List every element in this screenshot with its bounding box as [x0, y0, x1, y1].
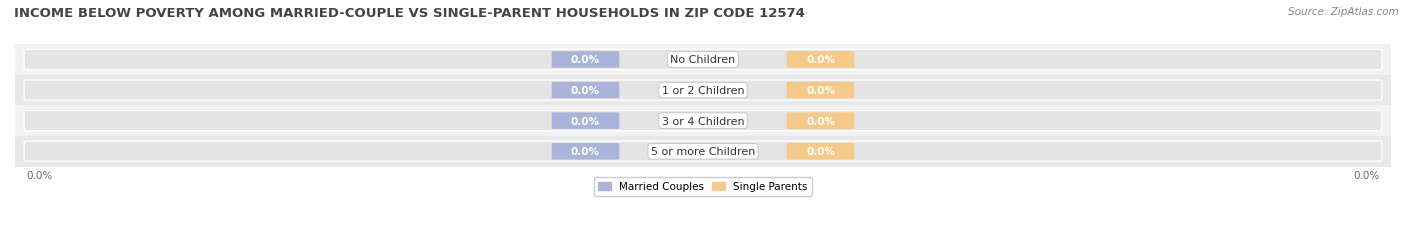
Text: No Children: No Children — [671, 55, 735, 65]
FancyBboxPatch shape — [787, 52, 855, 68]
FancyBboxPatch shape — [787, 143, 855, 160]
Text: 0.0%: 0.0% — [806, 147, 835, 157]
Text: 0.0%: 0.0% — [571, 55, 600, 65]
Text: Source: ZipAtlas.com: Source: ZipAtlas.com — [1288, 7, 1399, 17]
Text: 3 or 4 Children: 3 or 4 Children — [662, 116, 744, 126]
Text: 0.0%: 0.0% — [806, 55, 835, 65]
FancyBboxPatch shape — [551, 113, 619, 129]
Bar — [15, 136, 1391, 167]
Bar — [15, 76, 1391, 106]
FancyBboxPatch shape — [551, 52, 619, 68]
Text: 5 or more Children: 5 or more Children — [651, 147, 755, 157]
Text: 0.0%: 0.0% — [571, 86, 600, 96]
FancyBboxPatch shape — [787, 82, 855, 99]
FancyBboxPatch shape — [787, 113, 855, 129]
Text: 0.0%: 0.0% — [806, 86, 835, 96]
FancyBboxPatch shape — [24, 111, 1382, 131]
FancyBboxPatch shape — [551, 143, 619, 160]
Text: 0.0%: 0.0% — [571, 147, 600, 157]
Bar — [15, 106, 1391, 136]
FancyBboxPatch shape — [24, 81, 1382, 101]
Legend: Married Couples, Single Parents: Married Couples, Single Parents — [595, 177, 811, 196]
Bar — [15, 45, 1391, 76]
Text: 0.0%: 0.0% — [27, 170, 52, 180]
Text: 0.0%: 0.0% — [1354, 170, 1379, 180]
Text: INCOME BELOW POVERTY AMONG MARRIED-COUPLE VS SINGLE-PARENT HOUSEHOLDS IN ZIP COD: INCOME BELOW POVERTY AMONG MARRIED-COUPL… — [14, 7, 804, 20]
Text: 0.0%: 0.0% — [806, 116, 835, 126]
FancyBboxPatch shape — [551, 82, 619, 99]
Text: 0.0%: 0.0% — [571, 116, 600, 126]
FancyBboxPatch shape — [24, 142, 1382, 162]
Text: 1 or 2 Children: 1 or 2 Children — [662, 86, 744, 96]
FancyBboxPatch shape — [24, 50, 1382, 70]
